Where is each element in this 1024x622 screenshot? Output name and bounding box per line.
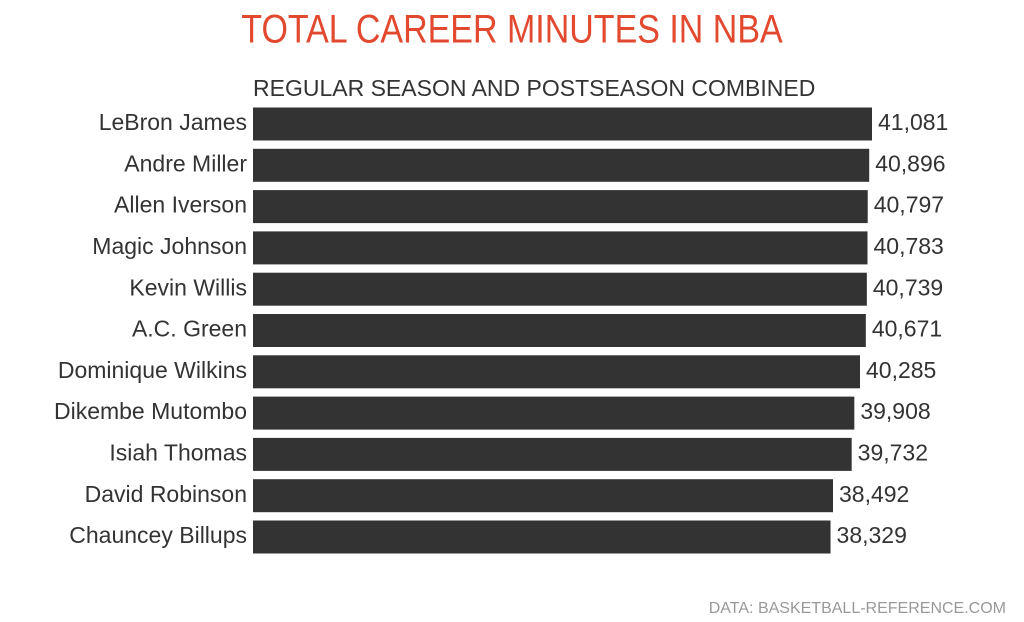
bar — [253, 314, 866, 347]
category-label: Isiah Thomas — [109, 439, 247, 465]
value-label: 40,797 — [874, 192, 944, 218]
bar — [253, 437, 852, 471]
bar — [253, 272, 867, 306]
value-label: 40,671 — [872, 316, 942, 342]
value-label: 38,329 — [837, 522, 907, 548]
bar — [253, 231, 868, 265]
value-label: 40,739 — [873, 274, 943, 300]
category-label: A.C. Green — [132, 316, 247, 342]
category-label: Dominique Wilkins — [58, 357, 247, 383]
bar — [253, 190, 868, 224]
category-label: Magic Johnson — [92, 233, 247, 259]
value-label: 40,896 — [875, 150, 945, 176]
bar — [253, 520, 831, 554]
value-label: 40,783 — [874, 233, 944, 259]
category-label: LeBron James — [99, 109, 247, 135]
value-label: 40,285 — [866, 357, 936, 383]
source-note: DATA: BASKETBALL-REFERENCE.COM — [709, 600, 1006, 617]
chart-title: TOTAL CAREER MINUTES IN NBA — [241, 6, 783, 51]
bar — [253, 107, 872, 141]
category-label: Andre Miller — [124, 150, 247, 176]
value-label: 39,908 — [860, 398, 930, 424]
value-label: 41,081 — [878, 109, 948, 135]
category-label: Allen Iverson — [114, 192, 247, 218]
chart-subtitle: REGULAR SEASON AND POSTSEASON COMBINED — [253, 75, 815, 101]
category-label: David Robinson — [85, 481, 247, 507]
category-label: Dikembe Mutombo — [54, 398, 247, 424]
value-label: 38,492 — [839, 481, 909, 507]
bar — [253, 148, 870, 182]
bar — [253, 396, 855, 430]
bar — [253, 355, 861, 389]
bar — [253, 479, 833, 513]
category-label: Kevin Willis — [129, 274, 247, 300]
value-label: 39,732 — [858, 439, 928, 465]
category-label: Chauncey Billups — [69, 522, 247, 548]
